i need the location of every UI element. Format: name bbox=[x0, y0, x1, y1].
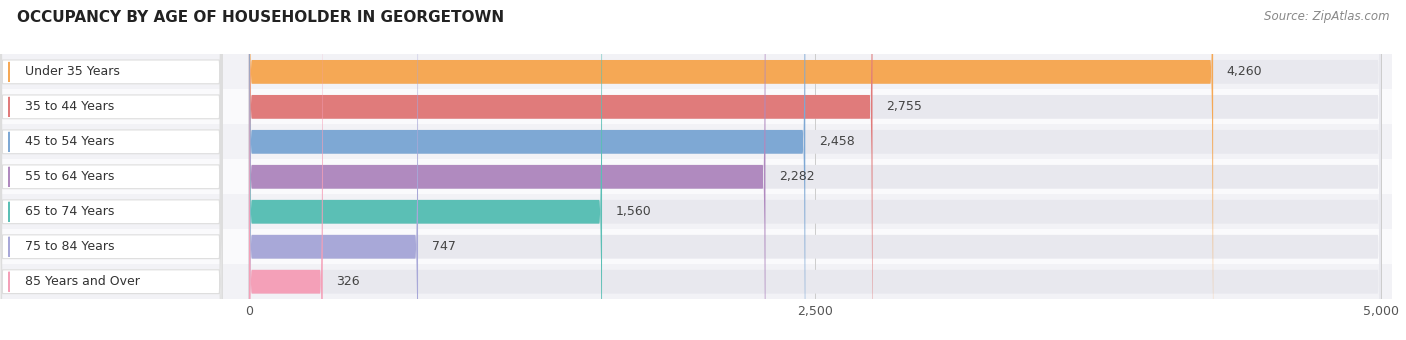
FancyBboxPatch shape bbox=[0, 0, 222, 340]
Text: 75 to 84 Years: 75 to 84 Years bbox=[25, 240, 114, 253]
Bar bbox=[0, 194, 1392, 229]
FancyBboxPatch shape bbox=[249, 0, 873, 340]
FancyBboxPatch shape bbox=[249, 0, 1381, 340]
FancyBboxPatch shape bbox=[249, 0, 1381, 340]
FancyBboxPatch shape bbox=[249, 0, 1381, 340]
Text: 4,260: 4,260 bbox=[1226, 65, 1263, 79]
Text: 85 Years and Over: 85 Years and Over bbox=[25, 275, 139, 288]
FancyBboxPatch shape bbox=[0, 0, 222, 340]
Text: OCCUPANCY BY AGE OF HOUSEHOLDER IN GEORGETOWN: OCCUPANCY BY AGE OF HOUSEHOLDER IN GEORG… bbox=[17, 10, 503, 25]
Text: 2,755: 2,755 bbox=[886, 100, 922, 113]
Text: 2,282: 2,282 bbox=[779, 170, 814, 183]
Bar bbox=[0, 89, 1392, 124]
Text: 747: 747 bbox=[432, 240, 456, 253]
Text: 35 to 44 Years: 35 to 44 Years bbox=[25, 100, 114, 113]
FancyBboxPatch shape bbox=[249, 0, 1381, 340]
Bar bbox=[0, 54, 1392, 89]
Bar bbox=[0, 264, 1392, 299]
FancyBboxPatch shape bbox=[0, 0, 222, 340]
FancyBboxPatch shape bbox=[249, 0, 806, 340]
FancyBboxPatch shape bbox=[249, 0, 323, 340]
FancyBboxPatch shape bbox=[249, 0, 602, 340]
FancyBboxPatch shape bbox=[249, 0, 1381, 340]
Text: 55 to 64 Years: 55 to 64 Years bbox=[25, 170, 114, 183]
Text: 65 to 74 Years: 65 to 74 Years bbox=[25, 205, 114, 218]
Text: 1,560: 1,560 bbox=[616, 205, 651, 218]
FancyBboxPatch shape bbox=[249, 0, 1381, 340]
FancyBboxPatch shape bbox=[249, 0, 1381, 340]
Bar bbox=[0, 124, 1392, 159]
FancyBboxPatch shape bbox=[0, 0, 222, 340]
FancyBboxPatch shape bbox=[249, 0, 765, 340]
Text: 2,458: 2,458 bbox=[818, 135, 855, 148]
Text: 45 to 54 Years: 45 to 54 Years bbox=[25, 135, 114, 148]
FancyBboxPatch shape bbox=[0, 0, 222, 340]
FancyBboxPatch shape bbox=[249, 0, 1213, 340]
Text: 326: 326 bbox=[336, 275, 360, 288]
Text: Source: ZipAtlas.com: Source: ZipAtlas.com bbox=[1264, 10, 1389, 23]
Bar bbox=[0, 159, 1392, 194]
FancyBboxPatch shape bbox=[249, 0, 418, 340]
FancyBboxPatch shape bbox=[0, 0, 222, 340]
FancyBboxPatch shape bbox=[0, 0, 222, 340]
Text: Under 35 Years: Under 35 Years bbox=[25, 65, 120, 79]
Bar bbox=[0, 229, 1392, 264]
